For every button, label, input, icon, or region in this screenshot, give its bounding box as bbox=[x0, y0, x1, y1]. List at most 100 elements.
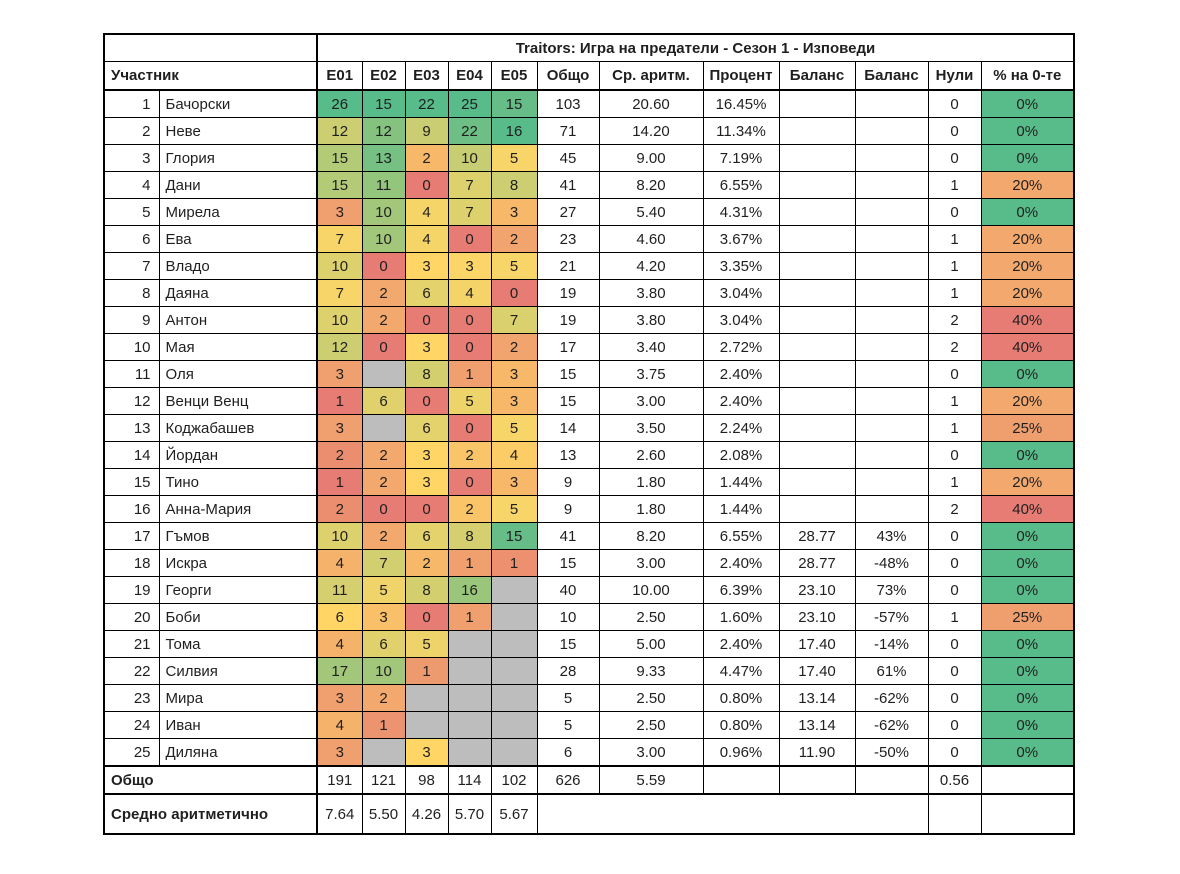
zeros-cell[interactable]: 0 bbox=[927, 549, 982, 577]
episode-score-cell[interactable] bbox=[404, 711, 449, 739]
average-cell[interactable]: 3.00 bbox=[598, 549, 704, 577]
zeros-percent-cell[interactable]: 20% bbox=[980, 225, 1075, 253]
zeros-percent-cell[interactable]: 0% bbox=[980, 360, 1075, 388]
episode-score-cell[interactable]: 10 bbox=[361, 657, 406, 685]
zeros-cell[interactable]: 1 bbox=[927, 603, 982, 631]
col-header-e02[interactable]: E02 bbox=[361, 61, 406, 91]
episode-score-cell[interactable] bbox=[447, 684, 492, 712]
total-cell[interactable]: 23 bbox=[536, 225, 600, 253]
zeros-cell[interactable]: 1 bbox=[927, 252, 982, 280]
percent-cell[interactable]: 2.40% bbox=[702, 549, 780, 577]
balance-cell[interactable] bbox=[778, 387, 856, 415]
footer-total-balance2-empty[interactable] bbox=[854, 765, 929, 795]
episode-score-cell[interactable]: 3 bbox=[404, 252, 449, 280]
episode-score-cell[interactable]: 0 bbox=[447, 225, 492, 253]
col-header-zeros-percent[interactable]: % на 0-те bbox=[980, 61, 1075, 91]
episode-score-cell[interactable]: 4 bbox=[316, 549, 363, 577]
zeros-percent-cell[interactable]: 20% bbox=[980, 252, 1075, 280]
footer-mean-e05[interactable]: 5.67 bbox=[490, 793, 538, 835]
episode-score-cell[interactable]: 6 bbox=[404, 279, 449, 307]
episode-score-cell[interactable]: 26 bbox=[316, 89, 363, 118]
balance-percent-cell[interactable] bbox=[854, 225, 929, 253]
balance-percent-cell[interactable]: -62% bbox=[854, 684, 929, 712]
episode-score-cell[interactable] bbox=[447, 738, 492, 767]
participant-name-cell[interactable]: Оля bbox=[158, 360, 318, 388]
episode-score-cell[interactable]: 5 bbox=[490, 144, 538, 172]
zeros-cell[interactable]: 0 bbox=[927, 684, 982, 712]
total-cell[interactable]: 15 bbox=[536, 387, 600, 415]
balance-cell[interactable]: 13.14 bbox=[778, 711, 856, 739]
percent-cell[interactable]: 4.47% bbox=[702, 657, 780, 685]
balance-cell[interactable] bbox=[778, 495, 856, 523]
average-cell[interactable]: 20.60 bbox=[598, 89, 704, 118]
participant-name-cell[interactable]: Владо bbox=[158, 252, 318, 280]
col-header-e04[interactable]: E04 bbox=[447, 61, 492, 91]
balance-cell[interactable]: 11.90 bbox=[778, 738, 856, 767]
total-cell[interactable]: 9 bbox=[536, 468, 600, 496]
episode-score-cell[interactable]: 1 bbox=[316, 468, 363, 496]
participant-name-cell[interactable]: Мирела bbox=[158, 198, 318, 226]
episode-score-cell[interactable]: 12 bbox=[316, 117, 363, 145]
average-cell[interactable]: 3.80 bbox=[598, 279, 704, 307]
col-header-participant[interactable]: Участник bbox=[103, 61, 318, 91]
episode-score-cell[interactable]: 6 bbox=[404, 522, 449, 550]
episode-score-cell[interactable]: 6 bbox=[316, 603, 363, 631]
average-cell[interactable]: 5.00 bbox=[598, 630, 704, 658]
episode-score-cell[interactable]: 3 bbox=[404, 333, 449, 361]
balance-percent-cell[interactable] bbox=[854, 171, 929, 199]
total-cell[interactable]: 21 bbox=[536, 252, 600, 280]
percent-cell[interactable]: 1.60% bbox=[702, 603, 780, 631]
balance-cell[interactable] bbox=[778, 225, 856, 253]
participant-name-cell[interactable]: Дани bbox=[158, 171, 318, 199]
zeros-percent-cell[interactable]: 0% bbox=[980, 144, 1075, 172]
footer-total-e01[interactable]: 191 bbox=[316, 765, 363, 795]
balance-percent-cell[interactable]: 73% bbox=[854, 576, 929, 604]
episode-score-cell[interactable]: 0 bbox=[490, 279, 538, 307]
participant-name-cell[interactable]: Йордан bbox=[158, 441, 318, 469]
row-number-cell[interactable]: 1 bbox=[103, 89, 160, 118]
episode-score-cell[interactable]: 1 bbox=[447, 360, 492, 388]
col-header-e03[interactable]: E03 bbox=[404, 61, 449, 91]
episode-score-cell[interactable]: 0 bbox=[361, 333, 406, 361]
col-header-e05[interactable]: E05 bbox=[490, 61, 538, 91]
percent-cell[interactable]: 6.55% bbox=[702, 171, 780, 199]
zeros-cell[interactable]: 1 bbox=[927, 171, 982, 199]
episode-score-cell[interactable]: 5 bbox=[404, 630, 449, 658]
footer-mean-e01[interactable]: 7.64 bbox=[316, 793, 363, 835]
footer-total-e05[interactable]: 102 bbox=[490, 765, 538, 795]
percent-cell[interactable]: 2.72% bbox=[702, 333, 780, 361]
episode-score-cell[interactable]: 3 bbox=[404, 738, 449, 767]
episode-score-cell[interactable]: 1 bbox=[490, 549, 538, 577]
row-number-cell[interactable]: 19 bbox=[103, 576, 160, 604]
zeros-cell[interactable]: 0 bbox=[927, 441, 982, 469]
episode-score-cell[interactable]: 4 bbox=[316, 630, 363, 658]
average-cell[interactable]: 8.20 bbox=[598, 171, 704, 199]
episode-score-cell[interactable]: 4 bbox=[404, 198, 449, 226]
episode-score-cell[interactable]: 0 bbox=[447, 306, 492, 334]
total-cell[interactable]: 6 bbox=[536, 738, 600, 767]
zeros-cell[interactable]: 0 bbox=[927, 360, 982, 388]
participant-name-cell[interactable]: Ева bbox=[158, 225, 318, 253]
episode-score-cell[interactable]: 12 bbox=[316, 333, 363, 361]
episode-score-cell[interactable] bbox=[490, 576, 538, 604]
balance-percent-cell[interactable]: 61% bbox=[854, 657, 929, 685]
episode-score-cell[interactable]: 10 bbox=[361, 225, 406, 253]
episode-score-cell[interactable]: 3 bbox=[490, 360, 538, 388]
total-cell[interactable]: 19 bbox=[536, 306, 600, 334]
balance-percent-cell[interactable] bbox=[854, 117, 929, 145]
episode-score-cell[interactable]: 17 bbox=[316, 657, 363, 685]
episode-score-cell[interactable]: 10 bbox=[361, 198, 406, 226]
row-number-cell[interactable]: 4 bbox=[103, 171, 160, 199]
episode-score-cell[interactable]: 0 bbox=[404, 306, 449, 334]
episode-score-cell[interactable] bbox=[361, 360, 406, 388]
zeros-cell[interactable]: 1 bbox=[927, 279, 982, 307]
balance-cell[interactable]: 17.40 bbox=[778, 630, 856, 658]
episode-score-cell[interactable] bbox=[490, 711, 538, 739]
episode-score-cell[interactable]: 1 bbox=[361, 711, 406, 739]
zeros-cell[interactable]: 0 bbox=[927, 198, 982, 226]
total-cell[interactable]: 45 bbox=[536, 144, 600, 172]
average-cell[interactable]: 3.00 bbox=[598, 738, 704, 767]
participant-name-cell[interactable]: Тома bbox=[158, 630, 318, 658]
balance-percent-cell[interactable] bbox=[854, 387, 929, 415]
footer-total-overall[interactable]: 626 bbox=[536, 765, 600, 795]
